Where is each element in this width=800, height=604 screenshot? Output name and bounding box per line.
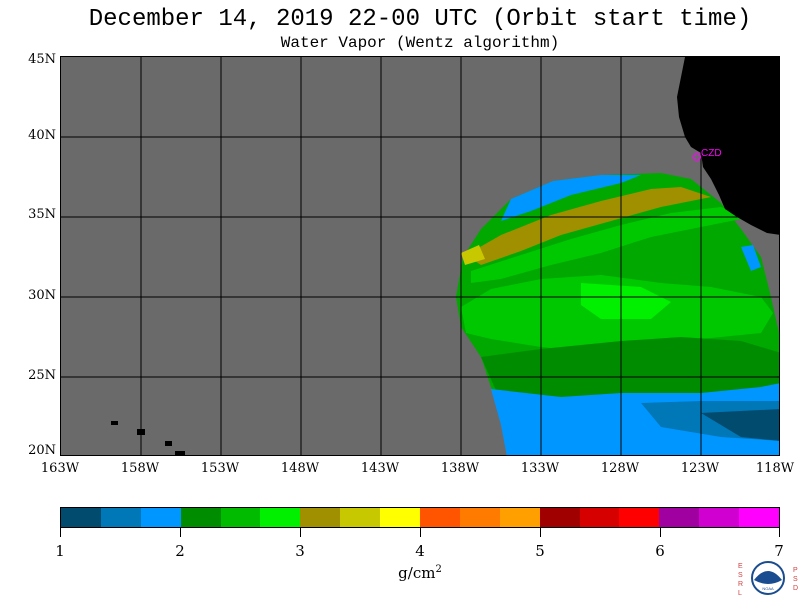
colorbar-swatch-1 <box>100 508 141 527</box>
island-kauai <box>111 421 118 425</box>
lat-label-40n: 40N <box>28 128 56 143</box>
units-exponent: 2 <box>435 564 442 575</box>
logo-letter: S <box>793 576 798 583</box>
colorbar-tick <box>540 528 541 537</box>
colorbar-swatch-13 <box>579 508 620 527</box>
swath-yellow-tip <box>461 245 485 265</box>
chart-subtitle: Water Vapor (Wentz algorithm) <box>280 34 560 52</box>
swath-light-patch <box>581 283 671 319</box>
north-america-land <box>677 57 779 235</box>
logo-letter: R <box>738 581 743 588</box>
lon-label-158w: 158W <box>120 461 160 476</box>
swath-navy <box>701 409 779 441</box>
logo-bird <box>754 571 782 584</box>
water-vapor-swath <box>456 173 779 455</box>
logo-letter: D <box>793 585 798 592</box>
lat-label-25n: 25N <box>28 368 56 383</box>
swath-east-blue-edge <box>741 245 761 271</box>
lon-label-133w: 133W <box>520 461 560 476</box>
colorbar-swatch-5 <box>260 508 301 527</box>
lon-label-148w: 148W <box>280 461 320 476</box>
colorbar-swatch-0 <box>61 508 101 527</box>
swath-blue-north <box>501 175 641 221</box>
lat-label-45n: 45N <box>28 52 56 67</box>
colorbar-swatch-11 <box>499 508 540 527</box>
colorbar-tick <box>180 528 181 537</box>
colorbar-swatch-8 <box>380 508 421 527</box>
units-text: g/cm <box>398 564 436 582</box>
colorbar-tick <box>420 528 421 537</box>
station-czd-dot <box>692 152 702 162</box>
station-czd-marker: CZD <box>692 148 722 162</box>
colorbar-tick <box>660 528 661 537</box>
logo-esrl-letters: E S R L <box>738 563 743 597</box>
colorbar-label-3: 3 <box>295 542 305 560</box>
island-maui <box>165 441 172 446</box>
grid-lines <box>61 57 779 455</box>
swath-dark-green-band <box>481 337 779 401</box>
logo-letter: S <box>738 572 743 579</box>
swath-olive-band <box>466 187 711 265</box>
lat-label-30n: 30N <box>28 288 56 303</box>
colorbar-swatch-4 <box>220 508 261 527</box>
colorbar-swatch-6 <box>300 508 341 527</box>
logo-letter: L <box>738 590 742 597</box>
logo-letter: P <box>793 567 798 574</box>
colorbar-swatch-3 <box>180 508 221 527</box>
lon-label-153w: 153W <box>200 461 240 476</box>
colorbar-swatch-17 <box>739 508 780 527</box>
water-vapor-map: CZD <box>60 56 780 456</box>
colorbar-label-6: 6 <box>655 542 665 560</box>
noaa-logo: E S R L P S D NOAA <box>736 558 800 600</box>
colorbar-label-7: 7 <box>774 542 784 560</box>
chart-title: December 14, 2019 22-00 UTC (Orbit start… <box>88 6 752 33</box>
colorbar <box>60 507 780 528</box>
lat-label-20n: 20N <box>28 443 56 458</box>
logo-letter: E <box>738 563 743 570</box>
colorbar-swatch-16 <box>699 508 740 527</box>
colorbar-units: g/cm2 <box>360 564 480 582</box>
logo-psd-letters: P S D <box>793 567 798 592</box>
colorbar-swatch-7 <box>340 508 381 527</box>
colorbar-swatch-12 <box>539 508 580 527</box>
lon-label-138w: 138W <box>440 461 480 476</box>
colorbar-tick <box>779 528 780 537</box>
colorbar-swatch-14 <box>619 508 660 527</box>
colorbar-label-5: 5 <box>535 542 545 560</box>
colorbar-swatch-9 <box>420 508 460 527</box>
colorbar-label-1: 1 <box>55 542 65 560</box>
colorbar-tick <box>60 528 61 537</box>
colorbar-label-4: 4 <box>415 542 425 560</box>
map-canvas: CZD <box>61 57 779 455</box>
lon-label-123w: 123W <box>680 461 720 476</box>
station-czd-label: CZD <box>701 148 722 159</box>
colorbar-swatch-2 <box>140 508 181 527</box>
lon-label-143w: 143W <box>360 461 400 476</box>
colorbar-label-2: 2 <box>175 542 185 560</box>
lon-label-128w: 128W <box>600 461 640 476</box>
lon-label-118w: 118W <box>755 461 795 476</box>
logo-center-text: NOAA <box>762 586 774 591</box>
lon-label-163w: 163W <box>40 461 80 476</box>
lat-label-35n: 35N <box>28 207 56 222</box>
island-hawaii <box>175 451 185 455</box>
colorbar-swatch-15 <box>659 508 700 527</box>
colorbar-tick <box>300 528 301 537</box>
colorbar-swatch-10 <box>459 508 500 527</box>
